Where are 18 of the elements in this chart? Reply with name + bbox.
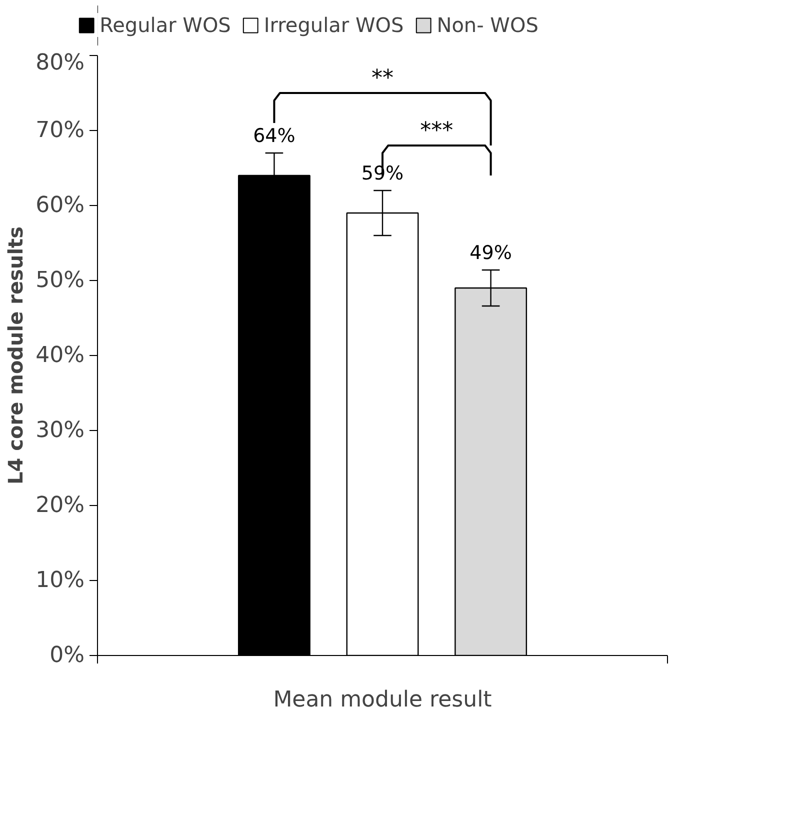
y-tick-label: 0% xyxy=(50,643,85,668)
data-label: 49% xyxy=(470,242,512,264)
y-tick-label: 20% xyxy=(36,493,85,518)
y-tick-label: 40% xyxy=(36,343,85,368)
y-tick-label: 70% xyxy=(36,118,85,143)
y-tick-label: 60% xyxy=(36,193,85,218)
data-label: 64% xyxy=(253,125,296,147)
legend-label: Regular WOS xyxy=(100,13,231,37)
annotation: ** xyxy=(372,66,394,91)
y-axis-title: L4 core module results xyxy=(4,226,28,485)
y-tick-label: 30% xyxy=(36,418,85,443)
y-tick-label: 80% xyxy=(36,50,85,76)
y-tick-label: 10% xyxy=(36,568,85,593)
annotation: *** xyxy=(420,118,454,144)
legend-label: Non- WOS xyxy=(436,13,538,37)
x-tick-label: Mean module result xyxy=(273,688,492,712)
legend-label: Irregular WOS xyxy=(264,13,404,37)
y-tick-label: 50% xyxy=(36,268,85,293)
